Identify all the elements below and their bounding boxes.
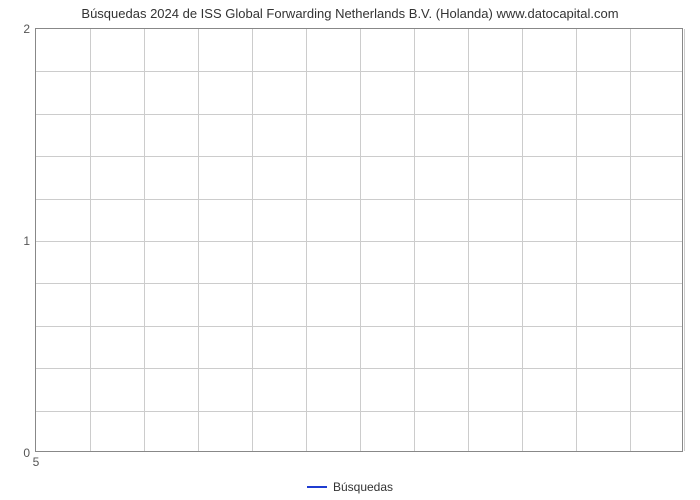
legend-series-label: Búsquedas — [333, 480, 393, 494]
gridline-horizontal — [36, 283, 682, 284]
gridline-horizontal — [36, 368, 682, 369]
gridline-horizontal — [36, 241, 682, 242]
legend-line-icon — [307, 486, 327, 488]
legend: Búsquedas — [0, 479, 700, 494]
gridline-vertical — [306, 29, 307, 451]
gridline-horizontal — [36, 71, 682, 72]
y-axis-tick-label: 0 — [23, 446, 30, 460]
plot-area: 0125 — [35, 28, 683, 452]
chart-container: Búsquedas 2024 de ISS Global Forwarding … — [0, 0, 700, 500]
gridline-vertical — [90, 29, 91, 451]
chart-title: Búsquedas 2024 de ISS Global Forwarding … — [0, 6, 700, 21]
gridline-horizontal — [36, 114, 682, 115]
gridline-horizontal — [36, 199, 682, 200]
y-axis-tick-label: 1 — [23, 234, 30, 248]
gridline-horizontal — [36, 326, 682, 327]
y-axis-tick-label: 2 — [23, 22, 30, 36]
gridline-vertical — [360, 29, 361, 451]
gridline-vertical — [684, 29, 685, 451]
gridline-horizontal — [36, 411, 682, 412]
gridline-vertical — [414, 29, 415, 451]
gridline-vertical — [198, 29, 199, 451]
x-axis-tick-label: 5 — [33, 455, 40, 469]
gridline-vertical — [468, 29, 469, 451]
gridline-vertical — [252, 29, 253, 451]
gridline-vertical — [576, 29, 577, 451]
gridline-vertical — [630, 29, 631, 451]
gridline-horizontal — [36, 156, 682, 157]
gridline-vertical — [144, 29, 145, 451]
gridline-vertical — [522, 29, 523, 451]
